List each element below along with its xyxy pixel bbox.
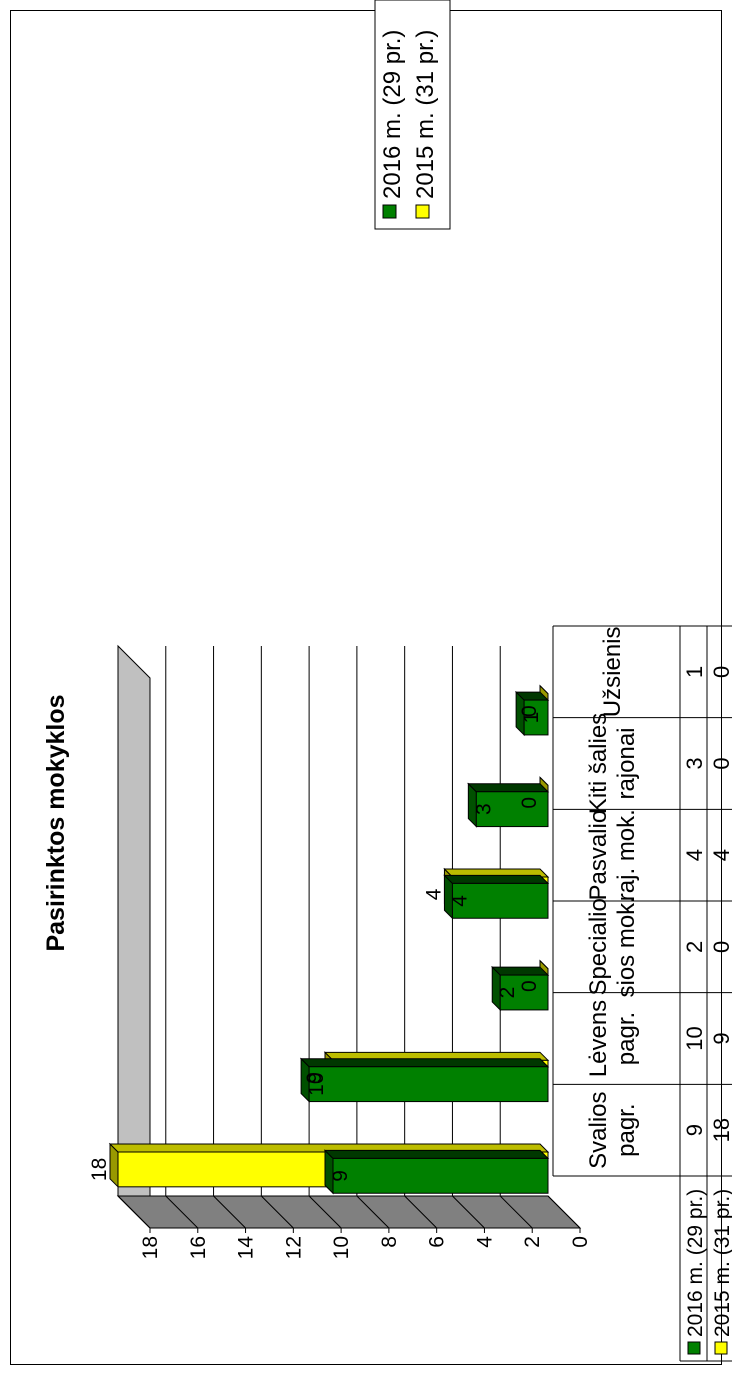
chart-title: Pasirinktos mokyklos [42, 694, 70, 951]
table-value-2016: 3 [682, 757, 707, 769]
bar-2016-side [323, 1149, 550, 1159]
bar-2016-front [499, 974, 549, 1011]
y-tick-label: 8 [378, 1236, 401, 1248]
legend: 2016 m. (29 pr.) 2015 m. (31 pr.) [374, 0, 451, 230]
legend-label: 2015 m. (31 pr.) [412, 30, 439, 199]
floor [116, 1195, 582, 1229]
legend-label: 2016 m. (29 pr.) [379, 30, 406, 199]
table-value-2015: 18 [709, 1118, 732, 1142]
y-tick-label: 6 [426, 1236, 449, 1248]
bar-2016 [514, 690, 550, 737]
legend-box [374, 0, 451, 230]
data-label-2016: 9 [329, 1170, 352, 1182]
y-tick-label: 16 [187, 1236, 210, 1259]
y-tick-label: 10 [330, 1236, 353, 1259]
gridlines [117, 646, 581, 1229]
bar-2016 [443, 874, 550, 920]
table-series-label: 2016 m. (29 pr.) [684, 1189, 707, 1337]
bar-2016 [323, 1149, 550, 1195]
table-value-2015: 9 [709, 1032, 732, 1044]
y-tick-label: 12 [282, 1236, 305, 1259]
gridline-depth [213, 1195, 246, 1229]
bar-2016 [299, 1057, 550, 1103]
legend-swatch [382, 204, 397, 219]
y-axis: 0 2 4 6 8 10 12 14 16 18 [139, 1227, 592, 1260]
data-label-2016: 4 [448, 895, 471, 907]
table-series-label: 2015 m. (31 pr.) [711, 1189, 732, 1337]
bar-2016-side [491, 966, 550, 976]
gridline-depth [404, 1195, 438, 1229]
table-value-2016: 10 [682, 1026, 707, 1050]
bar-2016 [491, 965, 550, 1012]
data-label-2015: 4 [422, 888, 445, 900]
bar-2016-side [299, 1058, 550, 1068]
data-label-2016: 10 [305, 1072, 328, 1095]
chart-frame [10, 10, 722, 1365]
data-label-2015: 9 [303, 1072, 326, 1084]
data-label-2016: 1 [520, 712, 543, 724]
table-swatch [687, 1341, 701, 1355]
y-tick-label: 18 [139, 1236, 162, 1259]
bar-2016-front [308, 1066, 549, 1103]
category-label: Pasvalioraj. mok. [585, 809, 640, 901]
table-value-2015: 0 [709, 941, 732, 953]
data-label-2015: 0 [518, 980, 541, 992]
bar-2016-front [523, 699, 549, 736]
data-label-2015: 0 [518, 797, 541, 809]
category-label: Kiti šaliesrajonai [585, 713, 640, 814]
data-label-2015: 0 [518, 705, 541, 717]
bar-2016 [467, 782, 550, 828]
table-swatch [714, 1341, 728, 1355]
bars [108, 684, 550, 1195]
bar-2016-front [451, 882, 549, 919]
gridline-depth [165, 1195, 199, 1229]
y-tick-label: 14 [235, 1236, 258, 1260]
y-tick-label: 4 [473, 1236, 496, 1248]
bar-2016-front [332, 1157, 549, 1194]
gridline-depth [547, 1195, 581, 1229]
table-value-2015: 4 [709, 849, 732, 861]
gridline-depth [260, 1195, 294, 1229]
bar-2016-side [443, 874, 550, 884]
table-value-2015: 0 [709, 666, 732, 678]
table-value-2015: 0 [709, 757, 732, 769]
bar-2016-front [475, 791, 549, 828]
category-label: Svaliospagr. [585, 1091, 640, 1168]
legend-swatch [415, 204, 430, 219]
y-tick-label: 0 [569, 1236, 592, 1248]
bar-2015-side [539, 776, 549, 786]
bar-2015-side [539, 685, 549, 695]
gridline-depth [356, 1195, 390, 1229]
bar-2016-side [467, 783, 550, 793]
gridline-depth [308, 1195, 342, 1229]
category-label: Užsienis [599, 626, 626, 717]
plot-wall [116, 644, 582, 1230]
category-label: Specialiosios mok. [585, 896, 640, 997]
gridline-depth [499, 1195, 533, 1229]
data-label-2016: 2 [496, 987, 519, 999]
table-value-2016: 1 [682, 666, 707, 678]
gridline-depth [452, 1195, 485, 1229]
table-value-2016: 4 [682, 849, 707, 861]
back-wall [117, 644, 151, 1230]
table-value-2016: 9 [682, 1124, 707, 1136]
gridline-depth [117, 1195, 151, 1229]
table-value-2016: 2 [682, 941, 707, 953]
category-label: Lėvenspagr. [585, 1000, 640, 1077]
data-label-2016: 3 [472, 803, 495, 815]
y-tick-label: 2 [521, 1236, 544, 1248]
data-label-2015: 18 [88, 1158, 111, 1181]
